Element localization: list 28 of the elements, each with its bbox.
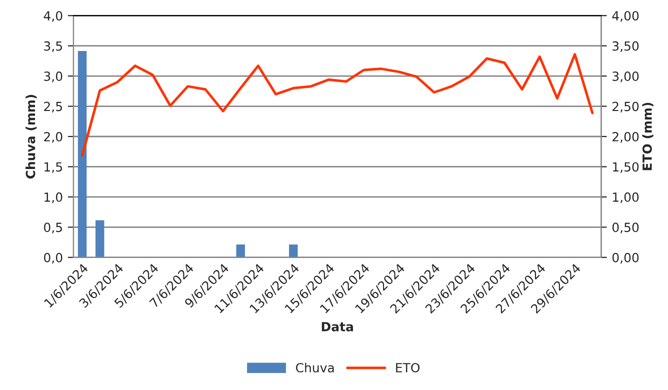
legend-label: Chuva — [296, 362, 334, 372]
y-tick-label: 0,5 — [44, 222, 62, 234]
legend-label: ETO — [396, 362, 420, 372]
y-tick-label: 2,5 — [44, 102, 62, 112]
y-tick-label: 0,0 — [44, 252, 62, 264]
bar — [78, 51, 87, 258]
y-tick-label: 3,0 — [44, 72, 62, 82]
y-tick-label: 2,0 — [44, 132, 62, 143]
y2-tick-label: 1,00 — [612, 192, 639, 204]
y2-tick-label: 4,00 — [612, 11, 639, 22]
y-tick-label: 1,0 — [44, 192, 62, 204]
bar — [236, 244, 245, 258]
x-axis-title: Data — [322, 322, 353, 332]
y-tick-label: 3,5 — [44, 41, 62, 52]
y2-tick-label: 3,50 — [612, 41, 639, 52]
y2-tick-label: 1,50 — [612, 162, 639, 173]
y-tick-label: 4,0 — [44, 11, 62, 22]
bar — [289, 244, 298, 258]
y-axis-title: Chuva (mm) — [26, 94, 37, 179]
y2-tick-label: 2,50 — [612, 102, 639, 112]
y-tick-label: 1,5 — [44, 162, 62, 173]
bar — [96, 220, 104, 258]
y2-tick-label: 2,00 — [612, 132, 639, 143]
line-series — [81, 53, 594, 156]
y2-tick-label: 0,00 — [612, 252, 639, 264]
y2-tick-label: 0,50 — [612, 222, 639, 234]
y2-tick-label: 3,00 — [612, 72, 639, 82]
y2-axis-title: ETO (mm) — [642, 102, 654, 170]
